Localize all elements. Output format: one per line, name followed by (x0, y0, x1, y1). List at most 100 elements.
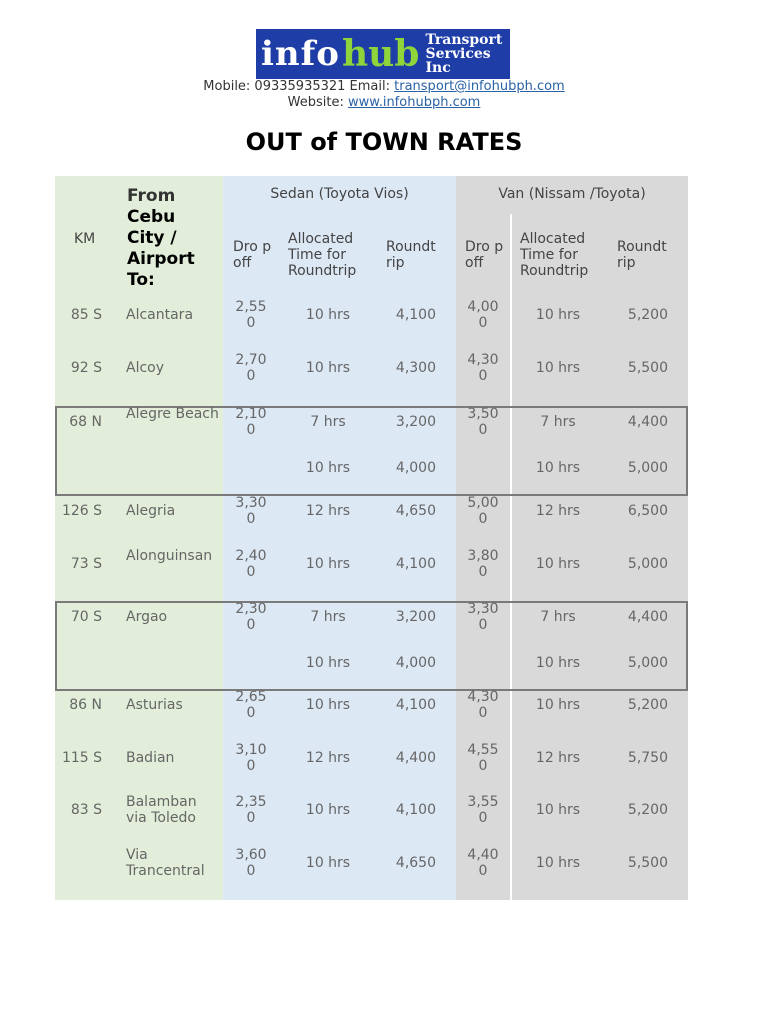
van-dropoff-cell: 4,40 0 (467, 847, 499, 879)
van-time-cell: 10 hrs (535, 360, 581, 376)
van-roundtrip-header: Roundt rip (617, 239, 667, 271)
contact-line: Mobile: 09335935321 Email: transport@inf… (0, 79, 768, 95)
van-time-cell: 10 hrs (535, 460, 581, 476)
website-line: Website: www.infohubph.com (0, 95, 768, 111)
sedan-time-cell: 7 hrs (310, 609, 346, 625)
logo-info-text: info (261, 34, 340, 74)
sedan-roundtrip-header: Roundt rip (386, 239, 436, 271)
sedan-roundtrip-cell: 4,000 (395, 655, 436, 671)
van-roundtrip-cell: 5,200 (627, 802, 668, 818)
km-cell: 68 N (69, 414, 102, 430)
sedan-dropoff-cell: 3,10 0 (235, 742, 267, 774)
van-dropoff-cell: 3,55 0 (467, 794, 499, 826)
van-time-cell: 12 hrs (535, 503, 581, 519)
website-link[interactable]: www.infohubph.com (348, 95, 481, 110)
sedan-roundtrip-cell: 4,650 (395, 855, 436, 871)
mobile-label: Mobile: 09335935321 Email: (203, 79, 395, 94)
van-time-cell: 10 hrs (535, 556, 581, 572)
sedan-roundtrip-cell: 4,400 (395, 750, 436, 766)
van-roundtrip-cell: 5,000 (627, 460, 668, 476)
sedan-time-cell: 10 hrs (305, 655, 351, 671)
destination-cell: Alcoy (126, 360, 165, 376)
sedan-dropoff-cell: 3,60 0 (235, 847, 267, 879)
sedan-time-cell: 10 hrs (305, 307, 351, 323)
sedan-dropoff-cell: 2,10 0 (235, 406, 267, 438)
sedan-dropoff-cell: 2,40 0 (235, 548, 267, 580)
from-header: From Cebu City / Airport To: (127, 186, 195, 290)
sedan-time-cell: 10 hrs (305, 556, 351, 572)
van-time-cell: 7 hrs (540, 414, 576, 430)
alegre-beach-group-border (55, 406, 688, 496)
van-time-cell: 10 hrs (535, 307, 581, 323)
van-time-cell: 10 hrs (535, 697, 581, 713)
sedan-header: Sedan (Toyota Vios) (270, 186, 409, 202)
km-header: KM (74, 231, 96, 247)
sedan-time-cell: 10 hrs (305, 360, 351, 376)
sedan-dropoff-header: Dro p off (233, 239, 272, 271)
km-cell: 86 N (69, 697, 102, 713)
van-roundtrip-cell: 5,750 (627, 750, 668, 766)
sedan-roundtrip-cell: 4,100 (395, 697, 436, 713)
van-dropoff-cell: 5,00 0 (467, 495, 499, 527)
logo-hub-text: hub (341, 33, 420, 75)
van-dropoff-cell: 4,30 0 (467, 352, 499, 384)
van-time-cell: 12 hrs (535, 750, 581, 766)
sedan-time-cell: 10 hrs (305, 855, 351, 871)
van-roundtrip-cell: 5,500 (627, 855, 668, 871)
destination-cell: Asturias (126, 697, 183, 713)
van-dropoff-cell: 3,50 0 (467, 406, 499, 438)
van-allocated-header: Allocated Time for Roundtrip (520, 231, 589, 279)
sedan-dropoff-cell: 2,30 0 (235, 601, 267, 633)
sedan-dropoff-cell: 2,70 0 (235, 352, 267, 384)
sedan-roundtrip-cell: 4,000 (395, 460, 436, 476)
sedan-dropoff-cell: 2,55 0 (235, 299, 267, 331)
logo-subtitle: Transport Services Inc (425, 32, 503, 76)
van-roundtrip-cell: 5,000 (627, 655, 668, 671)
van-dropoff-header: Dro p off (465, 239, 504, 271)
company-logo: info hub Transport Services Inc (256, 29, 510, 79)
km-cell: 73 S (70, 556, 102, 572)
destination-cell: Alegria (126, 503, 176, 519)
van-roundtrip-cell: 5,000 (627, 556, 668, 572)
sedan-time-cell: 12 hrs (305, 750, 351, 766)
sedan-time-cell: 12 hrs (305, 503, 351, 519)
km-cell: 126 S (61, 503, 102, 519)
destination-cell: Alegre Beach (126, 406, 219, 422)
sedan-dropoff-cell: 3,30 0 (235, 495, 267, 527)
page-title: OUT of TOWN RATES (245, 128, 523, 156)
van-time-cell: 10 hrs (535, 802, 581, 818)
van-time-cell: 10 hrs (535, 855, 581, 871)
km-cell: 70 S (70, 609, 102, 625)
van-header: Van (Nissam /Toyota) (498, 186, 646, 202)
van-columns-bg (456, 176, 688, 900)
destination-cell: Badian (126, 750, 175, 766)
van-time-cell: 7 hrs (540, 609, 576, 625)
sedan-roundtrip-cell: 3,200 (395, 414, 436, 430)
sedan-columns-bg (223, 176, 456, 900)
website-label: Website: (287, 95, 348, 110)
km-cell: 85 S (70, 307, 102, 323)
email-link[interactable]: transport@infohubph.com (394, 79, 565, 94)
van-dropoff-cell: 4,00 0 (467, 299, 499, 331)
sedan-roundtrip-cell: 3,200 (395, 609, 436, 625)
sedan-time-cell: 10 hrs (305, 460, 351, 476)
sedan-roundtrip-cell: 4,300 (395, 360, 436, 376)
sedan-time-cell: 10 hrs (305, 802, 351, 818)
sedan-time-cell: 7 hrs (310, 414, 346, 430)
van-column-divider (510, 214, 512, 900)
destination-cell: Via Trancentral (126, 847, 205, 879)
km-cell: 83 S (70, 802, 102, 818)
sedan-dropoff-cell: 2,65 0 (235, 689, 267, 721)
van-roundtrip-cell: 5,200 (627, 697, 668, 713)
van-dropoff-cell: 4,30 0 (467, 689, 499, 721)
van-dropoff-cell: 4,55 0 (467, 742, 499, 774)
rates-table: KM From Cebu City / Airport To: Sedan (T… (55, 176, 688, 900)
destination-cell: Alcantara (126, 307, 194, 323)
sedan-dropoff-cell: 2,35 0 (235, 794, 267, 826)
sedan-roundtrip-cell: 4,650 (395, 503, 436, 519)
km-cell: 92 S (70, 360, 102, 376)
destination-cell: Balamban via Toledo (126, 794, 197, 826)
van-roundtrip-cell: 5,200 (627, 307, 668, 323)
destination-cell: Alonguinsan (126, 548, 213, 564)
sedan-roundtrip-cell: 4,100 (395, 307, 436, 323)
